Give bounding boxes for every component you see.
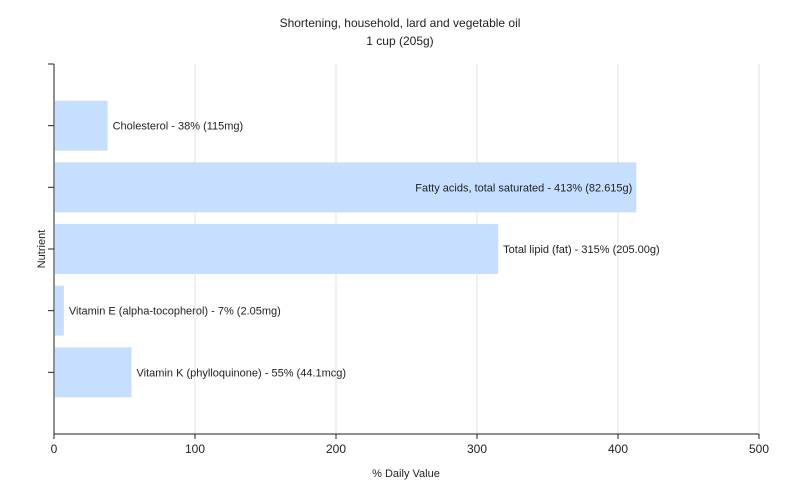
y-axis-title: Nutrient bbox=[36, 230, 48, 269]
x-tick-label-0: 0 bbox=[51, 442, 58, 456]
x-tick-label-100: 100 bbox=[185, 442, 205, 456]
x-tick-label-200: 200 bbox=[326, 442, 346, 456]
chart-subtitle: 1 cup (205g) bbox=[366, 34, 433, 48]
x-tick-label-300: 300 bbox=[467, 442, 487, 456]
bar-labels: Cholesterol - 38% (115mg) Fatty acids, to… bbox=[69, 121, 660, 380]
bar-label-3: Vitamin E (alpha-tocopherol) - 7% (2.05m… bbox=[69, 306, 281, 318]
x-axis-title: % Daily Value bbox=[372, 468, 440, 480]
bars bbox=[55, 100, 637, 398]
bar-label-0: Cholesterol - 38% (115mg) bbox=[113, 121, 244, 133]
x-tick-label-400: 400 bbox=[608, 442, 628, 456]
x-tick-label-500: 500 bbox=[749, 442, 769, 456]
bar-3 bbox=[55, 285, 64, 336]
bar-4 bbox=[55, 347, 132, 398]
bar-label-2: Total lipid (fat) - 315% (205.00g) bbox=[503, 244, 660, 256]
bar-label-1: Fatty acids, total saturated - 413% (82.… bbox=[415, 182, 632, 194]
chart-title: Shortening, household, lard and vegetabl… bbox=[280, 16, 521, 30]
bar-label-4: Vitamin K (phylloquinone) - 55% (44.1mcg… bbox=[137, 367, 347, 379]
x-tick-labels: 0 100 200 300 400 500 bbox=[51, 442, 770, 456]
axes bbox=[48, 63, 760, 439]
bar-0 bbox=[55, 100, 108, 151]
bar-2 bbox=[55, 224, 499, 274]
bar-1 bbox=[55, 162, 637, 213]
